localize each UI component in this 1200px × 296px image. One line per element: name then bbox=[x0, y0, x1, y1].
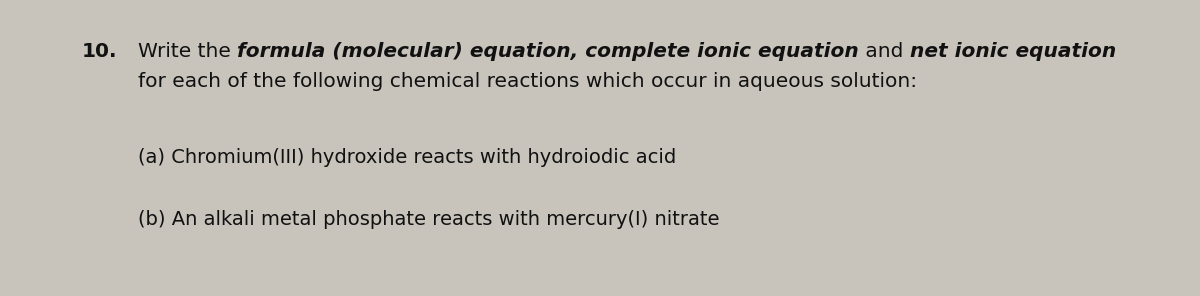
Text: for each of the following chemical reactions which occur in aqueous solution:: for each of the following chemical react… bbox=[138, 72, 917, 91]
Text: net ionic equation: net ionic equation bbox=[910, 42, 1116, 61]
Text: (a) Chromium(III) hydroxide reacts with hydroiodic acid: (a) Chromium(III) hydroxide reacts with … bbox=[138, 148, 677, 167]
Text: and: and bbox=[859, 42, 910, 61]
Text: 10.: 10. bbox=[82, 42, 118, 61]
Text: Write the: Write the bbox=[138, 42, 238, 61]
Text: formula (molecular) equation, complete ionic equation: formula (molecular) equation, complete i… bbox=[238, 42, 859, 61]
Text: (b) An alkali metal phosphate reacts with mercury(I) nitrate: (b) An alkali metal phosphate reacts wit… bbox=[138, 210, 720, 229]
